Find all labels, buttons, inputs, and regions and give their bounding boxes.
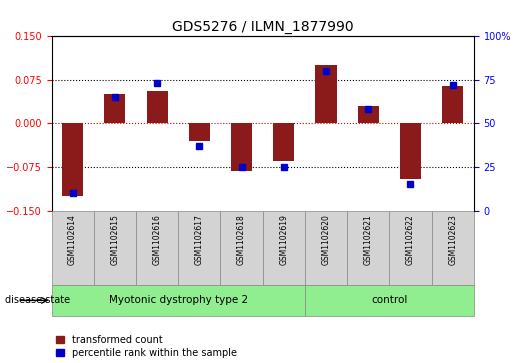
Bar <box>347 211 389 285</box>
Bar <box>389 211 432 285</box>
Bar <box>432 211 474 285</box>
Text: GSM1102622: GSM1102622 <box>406 214 415 265</box>
Legend: transformed count, percentile rank within the sample: transformed count, percentile rank withi… <box>56 335 237 358</box>
Text: GSM1102621: GSM1102621 <box>364 214 373 265</box>
Bar <box>52 285 305 316</box>
Bar <box>442 86 464 123</box>
Text: GSM1102614: GSM1102614 <box>68 214 77 265</box>
Text: GSM1102617: GSM1102617 <box>195 214 204 265</box>
Bar <box>357 106 379 123</box>
Bar <box>94 211 136 285</box>
Bar <box>231 123 252 171</box>
Bar <box>305 285 474 316</box>
Bar <box>178 211 220 285</box>
Bar <box>273 123 295 161</box>
Bar <box>136 211 178 285</box>
Text: GSM1102618: GSM1102618 <box>237 214 246 265</box>
Bar <box>62 123 83 196</box>
Text: GSM1102619: GSM1102619 <box>279 214 288 265</box>
Text: disease state: disease state <box>5 295 70 305</box>
Text: GSM1102623: GSM1102623 <box>448 214 457 265</box>
Bar <box>305 211 347 285</box>
Bar <box>146 91 167 123</box>
Bar <box>315 65 337 123</box>
Bar <box>104 94 125 123</box>
Bar <box>263 211 305 285</box>
Text: control: control <box>371 295 407 305</box>
Bar <box>400 123 421 179</box>
Text: GSM1102620: GSM1102620 <box>321 214 331 265</box>
Text: Myotonic dystrophy type 2: Myotonic dystrophy type 2 <box>109 295 248 305</box>
Bar <box>220 211 263 285</box>
Bar <box>188 123 210 141</box>
Text: GSM1102615: GSM1102615 <box>110 214 119 265</box>
Title: GDS5276 / ILMN_1877990: GDS5276 / ILMN_1877990 <box>172 20 353 34</box>
Text: GSM1102616: GSM1102616 <box>152 214 162 265</box>
Bar <box>52 211 94 285</box>
